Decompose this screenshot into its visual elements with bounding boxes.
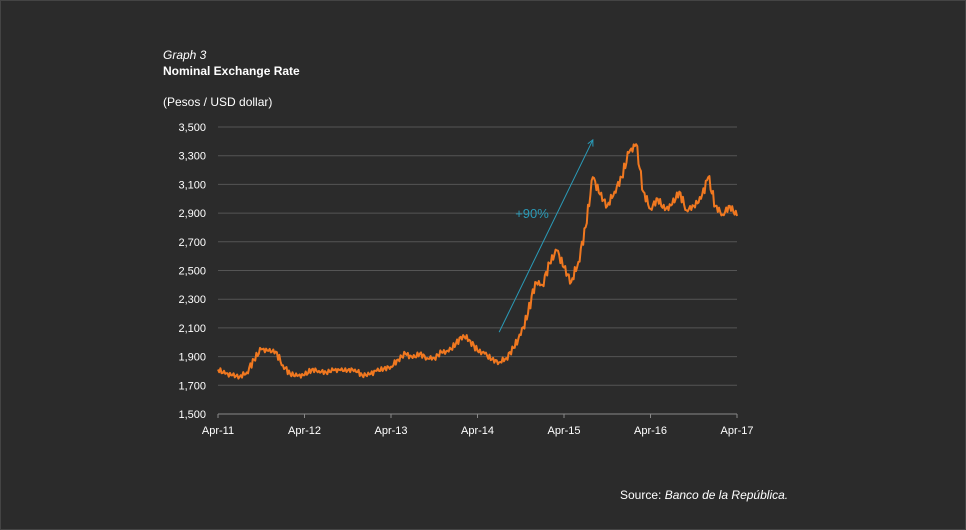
source-note: Source: Banco de la República. bbox=[620, 488, 788, 502]
y-tick-label: 2,700 bbox=[178, 237, 206, 249]
x-tick-labels: Apr-11 Apr-12 Apr-13 Apr-14 Apr-15 Apr-16 Apr-… bbox=[202, 414, 754, 437]
y-axis-unit-label: (Pesos / USD dollar) bbox=[163, 95, 273, 109]
y-tick-label: 1,700 bbox=[178, 380, 206, 392]
x-tick-label: Apr-13 bbox=[374, 425, 407, 437]
series-line bbox=[217, 143, 738, 380]
annotation-label: +90% bbox=[515, 206, 549, 221]
y-tick-label: 2,500 bbox=[178, 266, 206, 278]
source-name: Banco de la República. bbox=[664, 488, 789, 502]
x-tick-label: Apr-14 bbox=[461, 425, 494, 437]
y-tick-label: 2,300 bbox=[178, 294, 206, 306]
source-prefix: Source: bbox=[620, 488, 665, 502]
y-tick-label: 3,100 bbox=[178, 179, 206, 191]
x-tick-label: Apr-16 bbox=[634, 425, 667, 437]
x-tick-label: Apr-11 bbox=[202, 425, 234, 437]
y-tick-label: 2,900 bbox=[178, 208, 206, 220]
grid-lines bbox=[218, 126, 737, 386]
chart-title: Nominal Exchange Rate bbox=[163, 64, 300, 78]
y-tick-label: 3,300 bbox=[178, 151, 206, 163]
x-tick-label: Apr-12 bbox=[288, 425, 321, 437]
y-tick-labels: 1,500 1,700 1,900 2,100 2,300 2,500 2,700 2,900… bbox=[178, 122, 206, 421]
annotation-group: +90% bbox=[498, 140, 593, 333]
x-tick-label: Apr-17 bbox=[720, 425, 753, 437]
y-tick-label: 1,900 bbox=[178, 352, 206, 364]
y-tick-label: 2,100 bbox=[178, 323, 206, 335]
y-tick-label: 1,500 bbox=[178, 409, 206, 421]
graph-number: Graph 3 bbox=[163, 48, 207, 62]
series-group bbox=[217, 143, 738, 380]
annotation-arrow bbox=[498, 140, 593, 333]
x-tick-label: Apr-15 bbox=[547, 425, 580, 437]
y-tick-label: 3,500 bbox=[178, 122, 206, 134]
